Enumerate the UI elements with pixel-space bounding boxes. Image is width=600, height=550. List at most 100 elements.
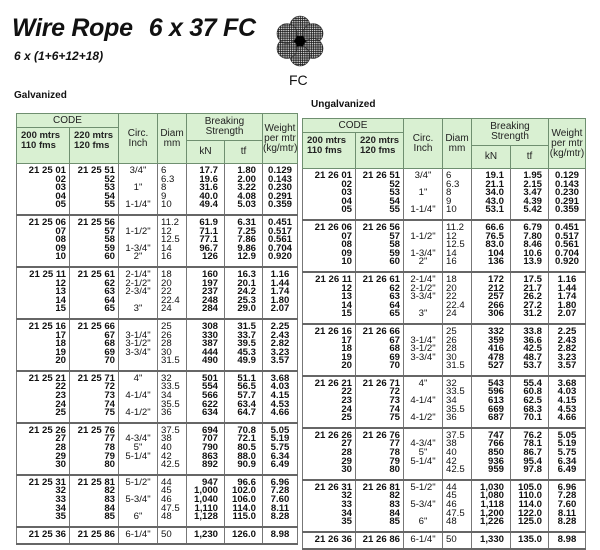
kn-value: 687 bbox=[487, 412, 504, 424]
code220-value: 21 25 76 bbox=[77, 424, 115, 436]
tf-value: 36.6 bbox=[523, 334, 542, 346]
tf-value: 55.4 bbox=[523, 377, 542, 389]
code220-cell: 21 26 86 bbox=[355, 531, 404, 550]
kn-value: 43.0 bbox=[485, 195, 504, 207]
code200-cell: 21 25 16 17 18 19 20 bbox=[16, 318, 70, 372]
code220-value: 57 bbox=[104, 225, 115, 237]
weight-value: 8.28 bbox=[270, 511, 290, 523]
circ-value: 1-1/4" bbox=[125, 199, 151, 211]
circ-value: 3/4" bbox=[129, 165, 147, 176]
code200-value: 29 bbox=[55, 450, 66, 462]
kn-value: 40.0 bbox=[199, 190, 218, 202]
code200-value: 08 bbox=[341, 239, 352, 251]
tf-value: 20.1 bbox=[237, 277, 256, 289]
diam-cell: 6 6.3 8 9 10 bbox=[442, 168, 472, 221]
kn-value: 1,200 bbox=[479, 507, 504, 519]
kn-value: 1,230 bbox=[193, 528, 218, 540]
code220-value: 85 bbox=[104, 511, 115, 523]
code200-cell: 21 26 01 02 03 04 05 bbox=[302, 168, 356, 221]
code220-value: 21 26 56 bbox=[362, 221, 400, 233]
kn-cell: 66.6 76.5 83.0 104 136 bbox=[471, 219, 511, 273]
tf-value: 63.4 bbox=[237, 398, 256, 410]
circ-cell: 3/4" 1" 1-1/4" bbox=[403, 168, 443, 221]
tf-value: 6.31 bbox=[237, 216, 256, 228]
kn-cell: 1,330 bbox=[471, 531, 511, 550]
weight-value: 4.66 bbox=[270, 407, 290, 419]
code220-value: 21 25 86 bbox=[77, 528, 115, 540]
diam-value: 11.2 bbox=[446, 221, 464, 233]
kn-value: 766 bbox=[487, 438, 504, 450]
code200-value: 08 bbox=[55, 234, 66, 246]
kn-value: 96.7 bbox=[199, 242, 218, 254]
diam-value: 31.5 bbox=[446, 360, 465, 372]
kn-value: 308 bbox=[201, 320, 218, 332]
kn-value: 330 bbox=[201, 329, 218, 341]
code220-cell: 21 25 71 72 73 74 75 bbox=[69, 370, 119, 424]
weight-value: 3.23 bbox=[270, 346, 290, 358]
code200-value: 32 bbox=[55, 485, 66, 497]
code220-value: 21 26 66 bbox=[362, 325, 400, 337]
diam-value: 12.5 bbox=[446, 239, 465, 251]
diam-cell: 18 20 22 22.4 24 bbox=[442, 271, 472, 325]
code200-cell: 21 25 01 02 03 04 05 bbox=[16, 163, 70, 216]
weight-value: 6.96 bbox=[270, 476, 290, 488]
weight-value: 0.359 bbox=[554, 204, 579, 216]
kn-cell: 160 197 237 248 284 bbox=[186, 266, 225, 320]
tf-value: 4.08 bbox=[237, 190, 256, 202]
code200-value: 10 bbox=[341, 256, 352, 268]
code220-value: 58 bbox=[389, 239, 400, 251]
code220-value: 53 bbox=[104, 182, 115, 194]
circ-value: 2" bbox=[418, 256, 428, 268]
tf-value: 80.5 bbox=[237, 442, 256, 454]
weight-value: 0.561 bbox=[554, 239, 579, 251]
diam-value: 9 bbox=[161, 190, 167, 202]
circ-cell: 1-1/2" 1-3/4" 2" bbox=[118, 214, 158, 268]
code220-value: 54 bbox=[104, 190, 115, 202]
weight-value: 1.80 bbox=[557, 299, 577, 311]
tf-value: 3.47 bbox=[523, 187, 542, 199]
kn-cell: 947 1,000 1,040 1,110 1,128 bbox=[186, 474, 225, 528]
kn-cell: 747 766 850 936 959 bbox=[471, 427, 511, 481]
code200-value: 34 bbox=[55, 502, 66, 514]
weight-header: Weight per mtr (kg/mtr) bbox=[548, 118, 586, 169]
diam-value: 22 bbox=[446, 291, 457, 303]
tf-value: 126.0 bbox=[231, 528, 256, 540]
diam-cell: 37.5 38 40 42 42.5 bbox=[442, 427, 472, 481]
diam-value: 42 bbox=[161, 450, 172, 462]
tf-value: 7.25 bbox=[237, 225, 256, 237]
kn-cell: 308 330 387 444 490 bbox=[186, 318, 225, 372]
code200-value: 21 26 16 bbox=[314, 325, 352, 337]
weight-value: 4.66 bbox=[557, 412, 577, 424]
kn-value: 34.0 bbox=[485, 187, 504, 199]
code200-value: 14 bbox=[341, 299, 352, 311]
kn-value: 863 bbox=[201, 450, 218, 462]
tf-value: 114.0 bbox=[232, 502, 256, 514]
diam-value: 6 bbox=[446, 170, 452, 181]
tf-value: 4.39 bbox=[523, 195, 542, 207]
bs-label-b: Strength bbox=[205, 126, 244, 137]
weight-value: 8.11 bbox=[270, 502, 290, 514]
diam-value: 33.5 bbox=[446, 386, 465, 398]
circ-value: 2-1/4" bbox=[125, 268, 151, 280]
code220-value: 21 25 61 bbox=[77, 268, 115, 280]
code220-a: 220 mtrs bbox=[74, 130, 114, 141]
kn-value: 416 bbox=[487, 343, 504, 355]
diam-cell: 11.2 12 12.5 14 16 bbox=[442, 219, 472, 273]
tf-value: 12.9 bbox=[237, 251, 256, 263]
code220-value: 21 25 66 bbox=[77, 320, 115, 332]
tf-cell: 76.2 78.1 86.7 95.4 97.8 bbox=[510, 427, 549, 481]
circ-cell: 4" 4-1/4" 4-1/2" bbox=[118, 370, 158, 424]
tf-value: 57.7 bbox=[237, 390, 256, 402]
circ-value: 6" bbox=[418, 516, 428, 528]
circ-value: 5-1/4" bbox=[125, 450, 151, 462]
tf-value: 7.86 bbox=[237, 234, 256, 246]
code220-a: 220 mtrs bbox=[360, 135, 400, 146]
kn-value: 543 bbox=[487, 377, 504, 389]
code200-cell: 21 26 16 17 18 19 20 bbox=[302, 323, 356, 377]
kn-value: 257 bbox=[487, 291, 504, 303]
code200-value: 20 bbox=[341, 360, 352, 372]
diam-value: 44 bbox=[161, 476, 172, 488]
code200-value: 25 bbox=[341, 412, 352, 424]
code200-value: 02 bbox=[341, 178, 352, 190]
diam-value: 18 bbox=[161, 268, 172, 280]
